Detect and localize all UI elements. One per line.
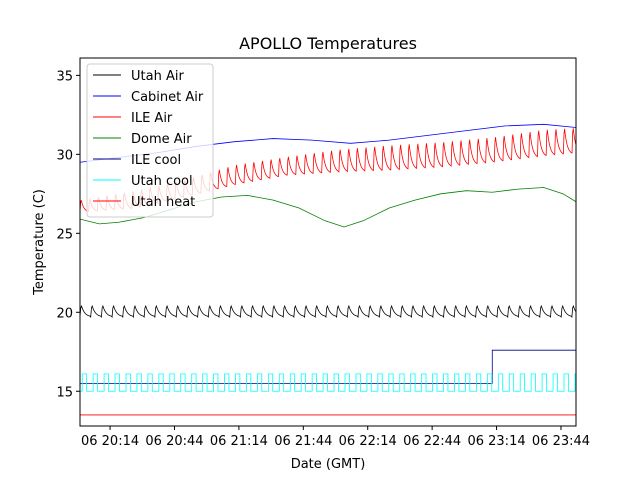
x-tick-label: 06 22:44: [403, 434, 461, 449]
axis-ticks-group: 06 20:14 06 20:44 06 21:14 06 21:44 06 22:14…: [56, 69, 590, 449]
legend-label-ile-cool: ILE cool: [131, 153, 181, 168]
y-tick-label: 20: [56, 306, 73, 321]
y-axis-label: Temperature (C): [32, 189, 47, 296]
series-line-utah-cool: [80, 373, 576, 392]
y-tick-label: 35: [56, 69, 73, 84]
x-axis-label: Date (GMT): [291, 457, 366, 472]
legend-label-ile-air: ILE Air: [131, 111, 173, 126]
series-line-utah-air: [80, 304, 576, 319]
plot-frame: [79, 57, 577, 427]
legend: Utah Air Cabinet Air ILE Air Dome Air ILE co…: [86, 63, 214, 218]
legend-label-utah-air: Utah Air: [131, 69, 184, 84]
series-line-ile-cool: [80, 349, 576, 384]
y-tick-label: 30: [56, 148, 73, 163]
x-tick-label: 06 21:14: [210, 434, 268, 449]
legend-label-utah-heat: Utah heat: [131, 195, 195, 210]
x-tick-label: 06 23:44: [532, 434, 590, 449]
legend-box: [86, 63, 214, 218]
legend-label-dome-air: Dome Air: [131, 132, 192, 147]
x-tick-label: 06 22:14: [339, 434, 397, 449]
legend-label-utah-cool: Utah cool: [131, 174, 193, 189]
x-tick-label: 06 21:44: [274, 434, 332, 449]
x-tick-label: 06 23:14: [467, 434, 525, 449]
y-tick-label: 15: [56, 385, 73, 400]
chart-title: APOLLO Temperatures: [239, 34, 417, 53]
x-tick-label: 06 20:14: [81, 434, 139, 449]
legend-label-cabinet-air: Cabinet Air: [131, 90, 204, 105]
y-tick-label: 25: [56, 227, 73, 242]
x-tick-label: 06 20:44: [145, 434, 203, 449]
